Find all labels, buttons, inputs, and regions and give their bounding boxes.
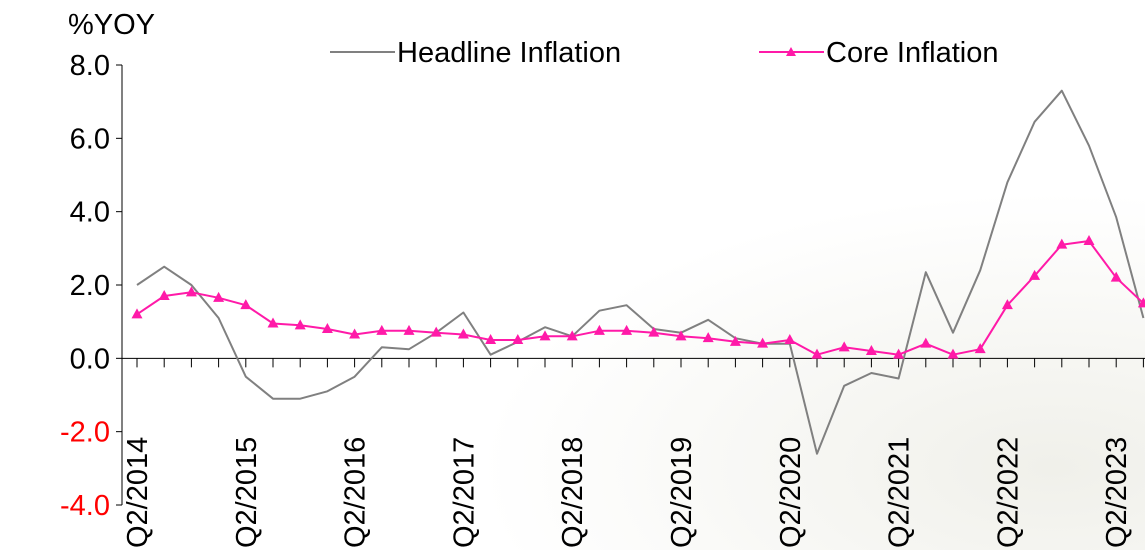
y-tick-label: 8.0 <box>70 50 110 82</box>
x-tick-label: Q2/2021 <box>884 437 916 548</box>
x-tick-label: Q2/2023 <box>1101 437 1133 548</box>
y-tick-label: 2.0 <box>70 270 110 302</box>
legend-label-headline: Headline Inflation <box>397 37 621 69</box>
x-tick-label: Q2/2015 <box>231 437 263 548</box>
y-tick-label: 6.0 <box>70 123 110 155</box>
legend-label-core: Core Inflation <box>826 37 999 69</box>
y-tick-label: -4.0 <box>60 490 110 522</box>
y-tick-label: 0.0 <box>70 343 110 375</box>
x-tick-label: Q2/2017 <box>448 437 480 548</box>
x-tick-label: Q2/2022 <box>992 437 1024 548</box>
x-tick-label: Q2/2019 <box>666 437 698 548</box>
y-tick-label: 4.0 <box>70 197 110 229</box>
x-tick-label: Q2/2018 <box>557 437 589 548</box>
x-tick-label: Q2/2020 <box>775 437 807 548</box>
x-tick-label: Q2/2014 <box>122 437 154 548</box>
y-axis-title: %YOY <box>68 9 155 41</box>
x-tick-label: Q2/2016 <box>340 437 372 548</box>
y-tick-label: -2.0 <box>60 417 110 449</box>
